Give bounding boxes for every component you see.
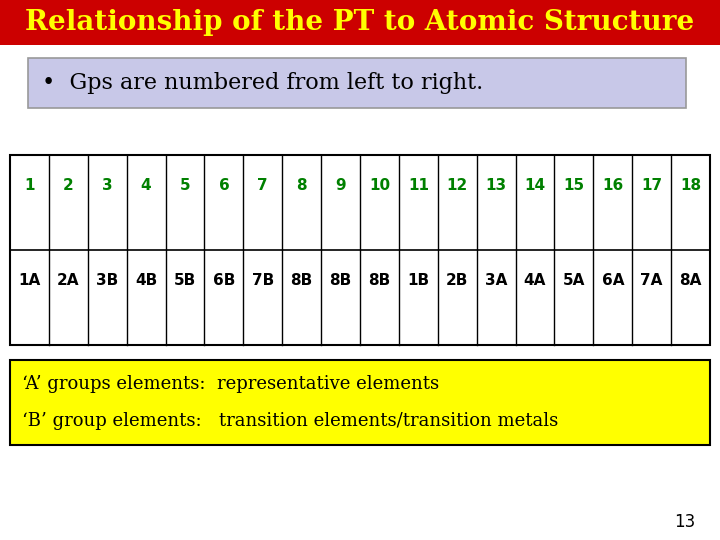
Text: ‘B’ group elements:   transition elements/transition metals: ‘B’ group elements: transition elements/… bbox=[22, 412, 558, 430]
Text: 3A: 3A bbox=[485, 273, 508, 288]
Text: 2: 2 bbox=[63, 178, 73, 193]
Text: 7: 7 bbox=[258, 178, 268, 193]
Text: •  Gps are numbered from left to right.: • Gps are numbered from left to right. bbox=[42, 72, 483, 94]
Text: 17: 17 bbox=[641, 178, 662, 193]
Text: 15: 15 bbox=[563, 178, 585, 193]
Text: ‘A’ groups elements:  representative elements: ‘A’ groups elements: representative elem… bbox=[22, 375, 439, 393]
FancyBboxPatch shape bbox=[28, 58, 686, 108]
Text: 3: 3 bbox=[102, 178, 112, 193]
Text: 4B: 4B bbox=[135, 273, 157, 288]
Text: 8B: 8B bbox=[330, 273, 351, 288]
Text: 5A: 5A bbox=[563, 273, 585, 288]
Text: 8B: 8B bbox=[291, 273, 312, 288]
Text: 12: 12 bbox=[446, 178, 468, 193]
FancyBboxPatch shape bbox=[10, 155, 710, 345]
Text: 8B: 8B bbox=[369, 273, 390, 288]
Text: 6A: 6A bbox=[601, 273, 624, 288]
Text: 9: 9 bbox=[336, 178, 346, 193]
Text: 8A: 8A bbox=[680, 273, 702, 288]
Text: 14: 14 bbox=[524, 178, 546, 193]
Text: Relationship of the PT to Atomic Structure: Relationship of the PT to Atomic Structu… bbox=[25, 9, 695, 36]
Text: 13: 13 bbox=[485, 178, 507, 193]
Text: 5B: 5B bbox=[174, 273, 196, 288]
Text: 2B: 2B bbox=[446, 273, 469, 288]
Text: 5: 5 bbox=[180, 178, 190, 193]
Text: 1A: 1A bbox=[18, 273, 40, 288]
Text: 11: 11 bbox=[408, 178, 429, 193]
FancyBboxPatch shape bbox=[10, 360, 710, 445]
Text: 3B: 3B bbox=[96, 273, 118, 288]
Text: 6: 6 bbox=[218, 178, 229, 193]
Text: 6B: 6B bbox=[212, 273, 235, 288]
Text: 4: 4 bbox=[141, 178, 151, 193]
Text: 10: 10 bbox=[369, 178, 390, 193]
Text: 13: 13 bbox=[675, 513, 696, 531]
Text: 7B: 7B bbox=[252, 273, 274, 288]
Text: 1: 1 bbox=[24, 178, 35, 193]
Text: 7A: 7A bbox=[641, 273, 663, 288]
Text: 2A: 2A bbox=[57, 273, 80, 288]
Text: 4A: 4A bbox=[524, 273, 546, 288]
Text: 16: 16 bbox=[602, 178, 624, 193]
Text: 1B: 1B bbox=[408, 273, 429, 288]
Text: 18: 18 bbox=[680, 178, 701, 193]
FancyBboxPatch shape bbox=[0, 0, 720, 45]
Text: 8: 8 bbox=[297, 178, 307, 193]
